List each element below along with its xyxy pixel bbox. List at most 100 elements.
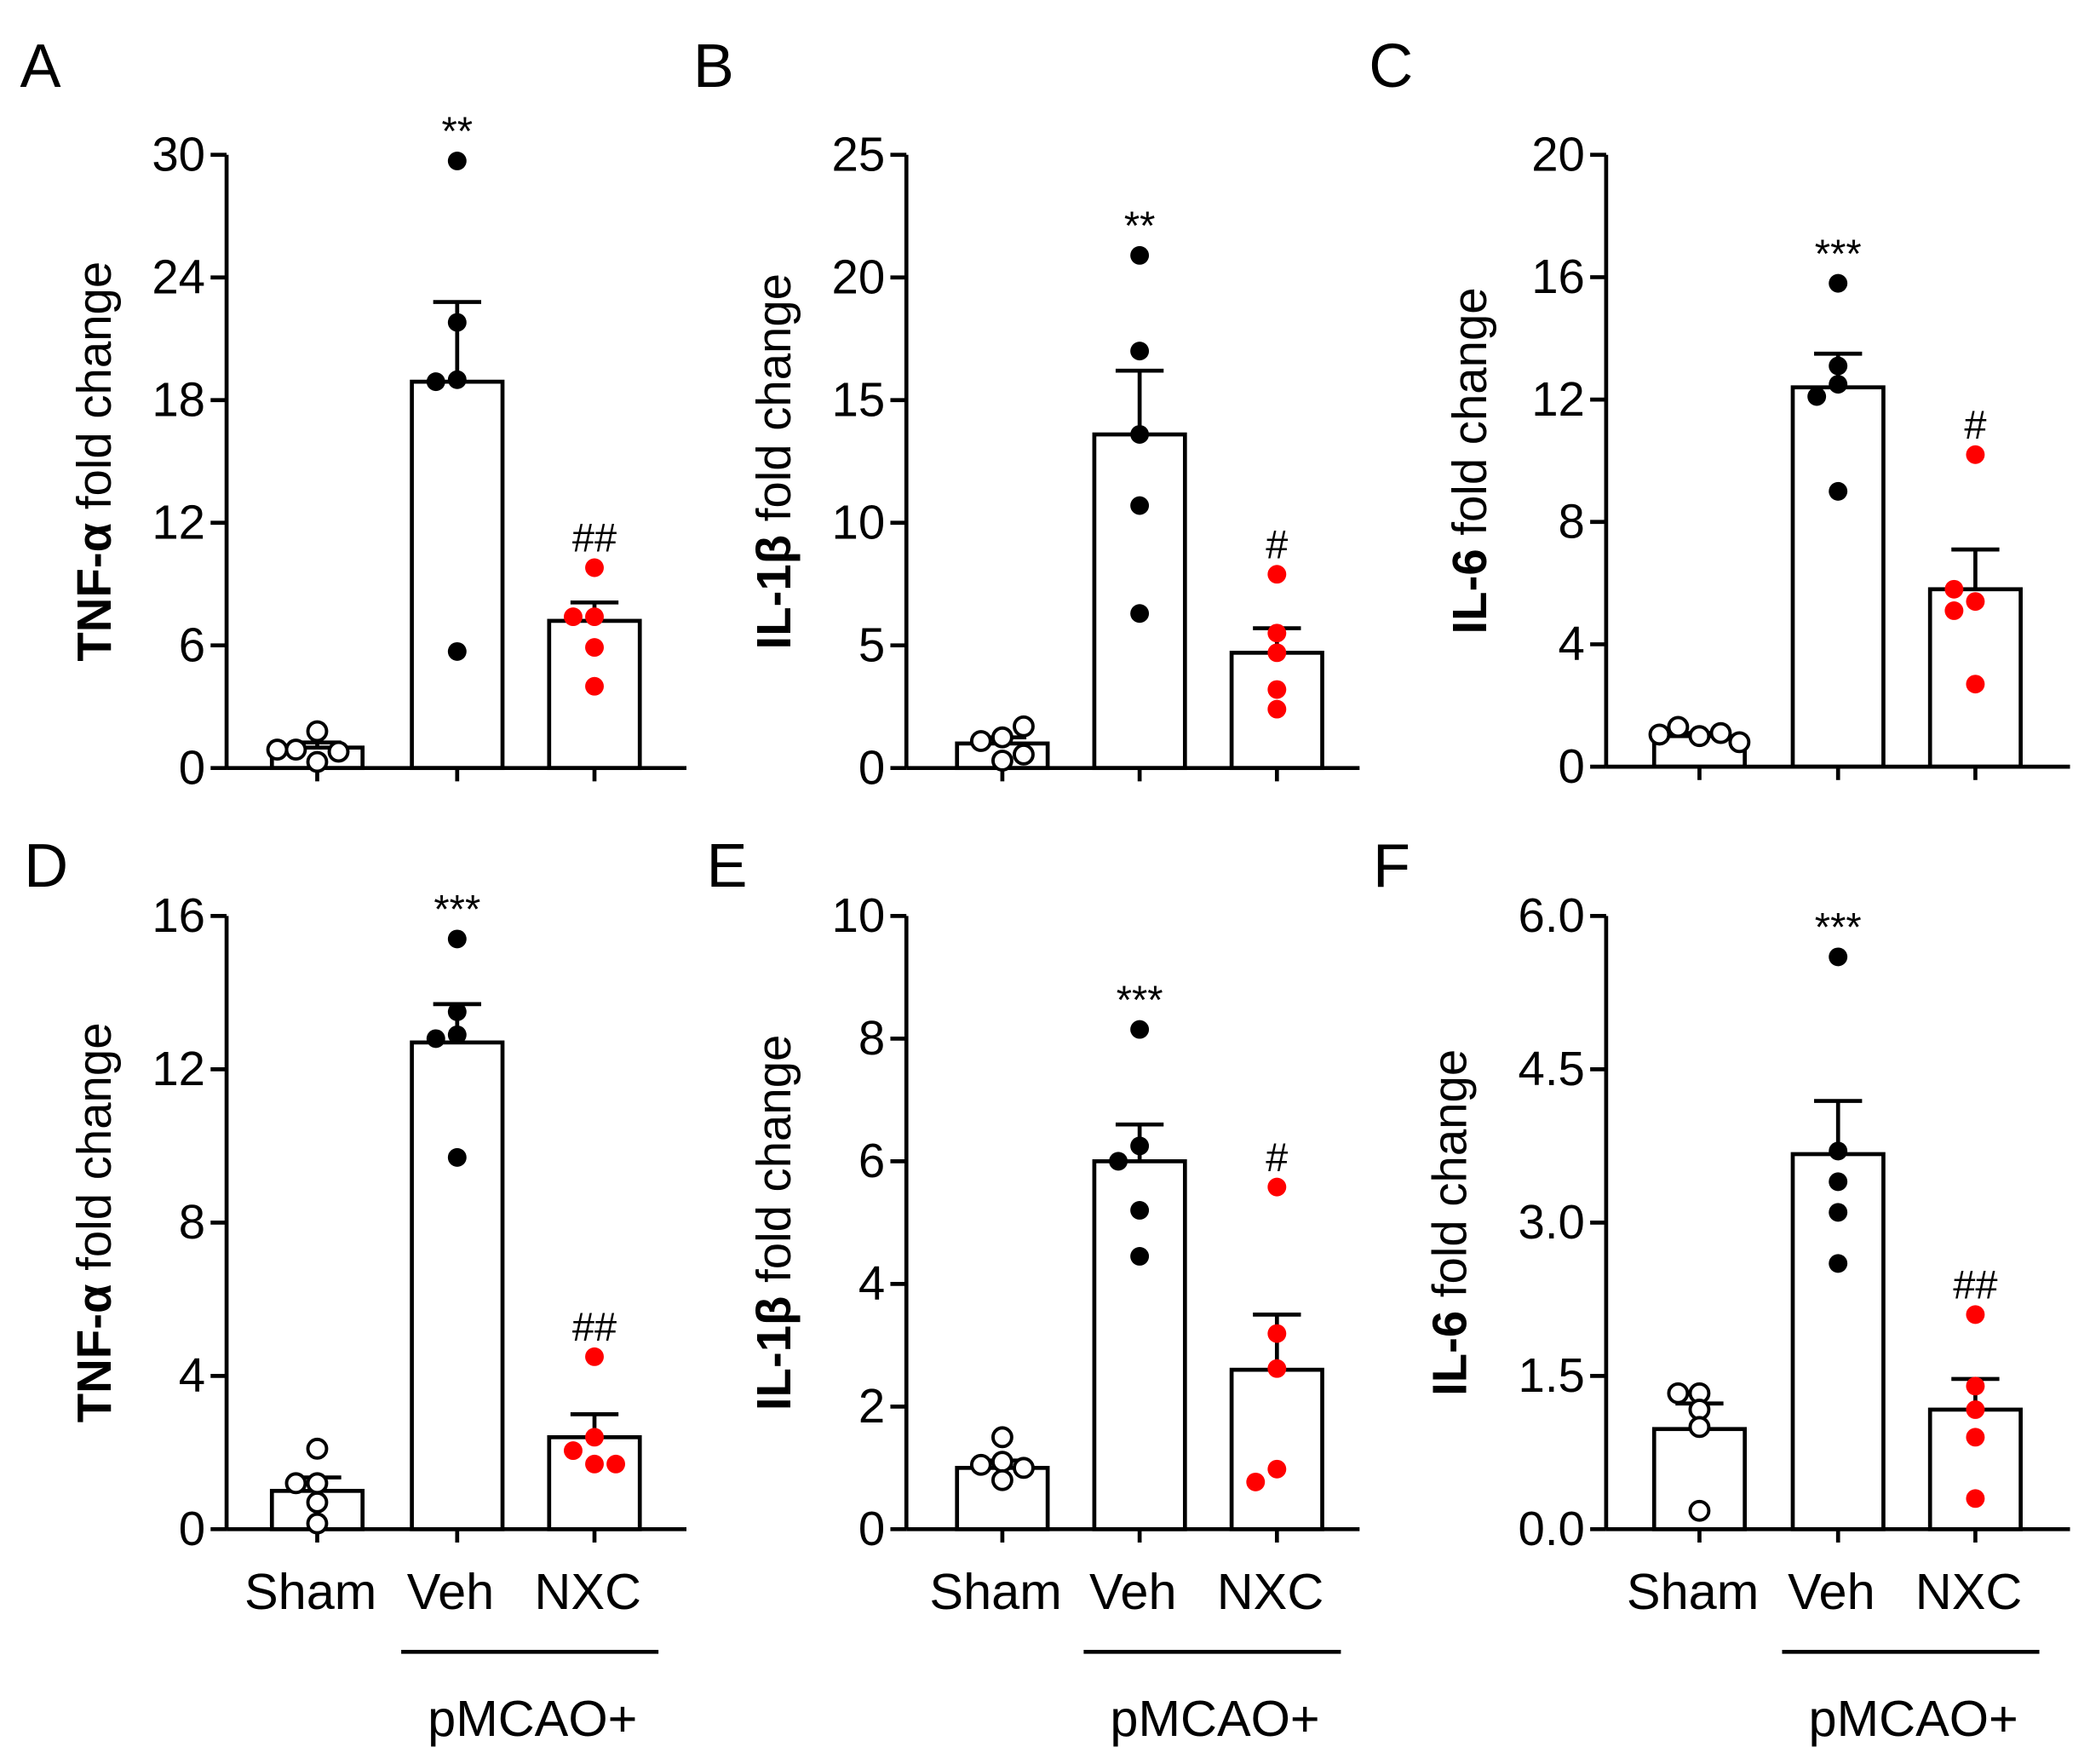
bar-veh (410, 379, 505, 771)
y-axis-label: IL-6 fold change (1443, 287, 1496, 634)
x-tick-label: Sham (929, 1563, 1061, 1620)
panel-c: C IL-6 fold change 0 4 8 12 16 20 *** # (1369, 32, 2070, 793)
data-point (1829, 273, 1848, 293)
y-tick-label: 12 (152, 1042, 205, 1095)
y-tick-label: 6.0 (1519, 888, 1585, 942)
panel-letter: E (706, 832, 747, 900)
data-point (1829, 356, 1848, 376)
data-point (447, 1002, 467, 1021)
y-tick-label: 16 (152, 888, 205, 942)
y-axis-label: IL-6 fold change (1423, 1049, 1477, 1396)
data-point (1728, 731, 1751, 754)
significance-annotation: ** (1124, 203, 1156, 248)
data-point (1829, 375, 1848, 394)
y-axis-label-bold: IL-6 (1443, 549, 1496, 634)
data-point (606, 1454, 626, 1474)
y-tick-label: 20 (1531, 128, 1585, 181)
data-point (564, 1441, 583, 1461)
data-point (1688, 1499, 1711, 1522)
panel-e: E IL-1β fold change 0 2 4 6 8 10 Sham *** Veh # NXC p… (706, 832, 1360, 1747)
significance-annotation: # (1964, 402, 1986, 447)
data-point (1130, 1247, 1150, 1266)
panel-a: A TNF-α fold change 0 6 12 18 24 30 ** ## (20, 32, 687, 794)
y-tick-label: 6 (179, 618, 205, 671)
data-point (1688, 1416, 1711, 1439)
data-point (1966, 1428, 1985, 1447)
data-point (1829, 947, 1848, 967)
y-tick-label: 8 (858, 1011, 885, 1065)
data-point (1109, 1152, 1128, 1171)
y-tick-label: 2 (858, 1379, 885, 1433)
data-point (306, 1437, 329, 1460)
y-tick-label: 25 (832, 128, 886, 181)
data-point (1267, 1177, 1287, 1197)
data-point (1130, 1020, 1150, 1039)
y-axis-label: TNF-α fold change (67, 1022, 121, 1422)
data-point (1246, 1472, 1266, 1491)
panel-letter: B (693, 32, 734, 101)
data-point (585, 1428, 604, 1447)
x-tick-label: Veh (1788, 1563, 1875, 1620)
data-point (1829, 1141, 1848, 1161)
data-point (1709, 721, 1732, 744)
data-point (447, 1025, 467, 1044)
y-tick-label: 4 (179, 1348, 205, 1402)
y-tick-label: 15 (832, 373, 886, 427)
data-point (447, 152, 467, 170)
data-point (1829, 1172, 1848, 1192)
data-point (447, 929, 467, 949)
y-tick-label: 0.0 (1519, 1502, 1585, 1555)
y-axis-label: TNF-α fold change (67, 261, 121, 662)
significance-annotation: # (1266, 1135, 1288, 1180)
data-point (1130, 1136, 1150, 1156)
bar-nxc (547, 1434, 642, 1531)
significance-annotation: *** (1117, 977, 1163, 1022)
data-point (585, 638, 604, 658)
significance-annotation: *** (1815, 231, 1862, 276)
y-tick-label: 1.5 (1519, 1348, 1585, 1402)
data-point (1130, 604, 1150, 623)
panel-letter: D (24, 832, 68, 900)
data-point (1267, 1459, 1287, 1479)
y-tick-label: 12 (152, 495, 205, 549)
panel-b: B IL-1β fold change 0 5 10 15 20 25 ** # (693, 32, 1360, 794)
data-point (266, 738, 289, 761)
data-point (1130, 245, 1150, 265)
data-point (585, 676, 604, 696)
data-point (1130, 496, 1150, 515)
y-axis-label-bold: IL-6 (1423, 1311, 1477, 1396)
data-point (1267, 643, 1287, 663)
x-tick-label: NXC (1217, 1563, 1324, 1620)
significance-annotation: ** (442, 108, 474, 153)
data-point (969, 730, 992, 752)
data-point (991, 1426, 1013, 1449)
y-axis-label-bold: IL-1β (747, 1296, 801, 1411)
data-point (991, 1451, 1013, 1474)
bar-nxc (1927, 1407, 2023, 1531)
y-tick-label: 8 (179, 1195, 205, 1249)
y-tick-label: 3.0 (1519, 1195, 1585, 1249)
x-tick-label: Veh (407, 1563, 495, 1620)
bar-veh (1092, 432, 1187, 771)
bar-nxc (1927, 587, 2023, 769)
y-tick-label: 6 (858, 1134, 885, 1187)
bar-nxc (1229, 1367, 1324, 1531)
data-point (1966, 1489, 1985, 1508)
data-point (991, 1468, 1013, 1491)
y-axis-label-rest: fold change (67, 1022, 121, 1284)
y-axis-label-rest: fold change (67, 261, 121, 523)
data-point (1267, 699, 1287, 719)
significance-annotation: # (1266, 521, 1288, 566)
data-point (284, 738, 307, 761)
data-point (447, 313, 467, 332)
bar-veh (1092, 1159, 1187, 1531)
data-point (1807, 387, 1827, 406)
y-tick-label: 30 (152, 128, 205, 181)
x-tick-label: NXC (534, 1563, 641, 1620)
data-point (327, 740, 350, 763)
bar-veh (410, 1040, 505, 1531)
y-tick-label: 0 (858, 740, 885, 794)
y-tick-label: 5 (858, 618, 885, 671)
data-point (426, 1029, 445, 1049)
